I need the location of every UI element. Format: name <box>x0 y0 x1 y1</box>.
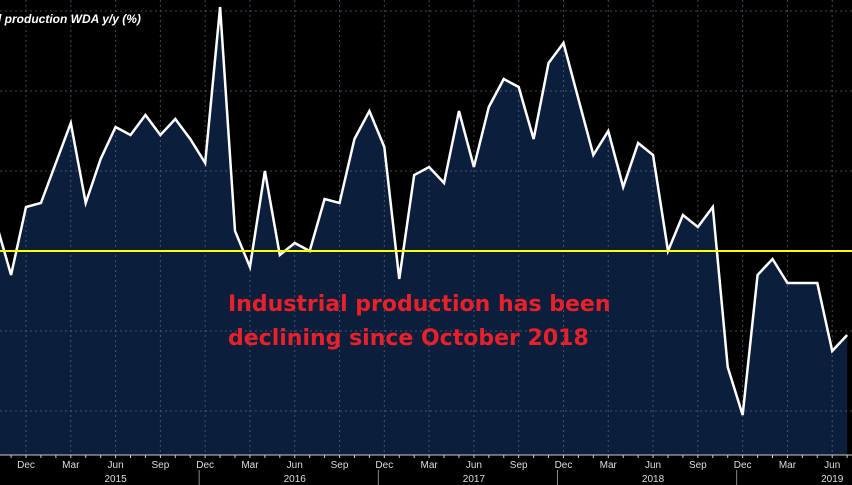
x-tick-label: Sep <box>510 460 528 471</box>
year-label: 2017 <box>463 474 486 485</box>
x-tick-label: Dec <box>734 460 752 471</box>
series-line <box>0 6 849 416</box>
x-tick-label: Sep <box>151 460 169 471</box>
x-tick-label: Jun <box>645 460 661 471</box>
x-tick-label: Dec <box>555 460 573 471</box>
year-label: 2019 <box>821 474 844 485</box>
x-tick-label: Dec <box>17 460 35 471</box>
x-tick-label: Mar <box>600 460 618 471</box>
chart-title: l production WDA y/y (%) <box>0 12 141 26</box>
annotation-line-2: declining since October 2018 <box>228 326 589 351</box>
year-label: 2016 <box>284 474 307 485</box>
x-tick-label: Jun <box>108 460 124 471</box>
x-tick-label: Jun <box>824 460 840 471</box>
x-tick-label: Dec <box>375 460 393 471</box>
x-tick-label: Jun <box>466 460 482 471</box>
x-tick-label: Mar <box>779 460 797 471</box>
x-tick-label: Mar <box>420 460 438 471</box>
x-tick-label: Jun <box>287 460 303 471</box>
annotation-line-1: Industrial production has been <box>228 292 611 317</box>
year-label: 2018 <box>642 474 665 485</box>
area-fill <box>0 7 848 455</box>
x-tick-label: Dec <box>196 460 214 471</box>
x-tick-label: Sep <box>331 460 349 471</box>
x-tick-label: Mar <box>62 460 80 471</box>
year-label: 2015 <box>104 474 127 485</box>
x-tick-label: Mar <box>241 460 259 471</box>
x-tick-label: Sep <box>689 460 707 471</box>
x-axis-band <box>0 455 852 485</box>
